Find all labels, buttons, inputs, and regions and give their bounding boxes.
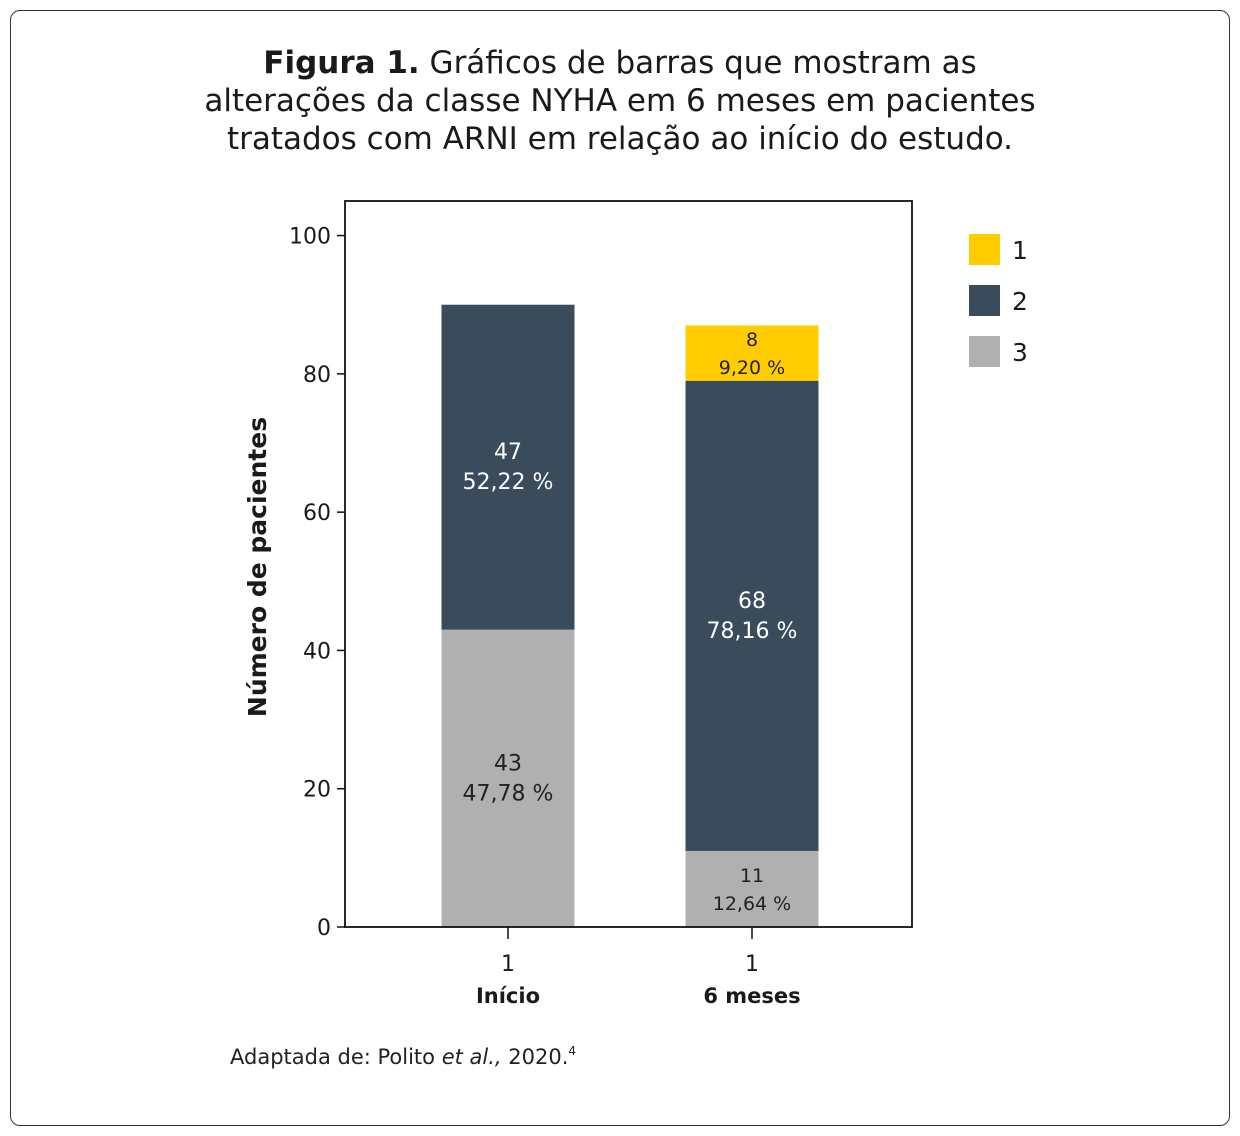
- x-tick-label: 1: [501, 952, 515, 977]
- y-tick-label: 40: [303, 639, 331, 664]
- title-line-2: alterações da classe NYHA em 6 meses em …: [204, 83, 1036, 119]
- source-prefix: Adaptada de: Polito: [230, 1045, 442, 1069]
- legend-label-class-3: 3: [1012, 338, 1028, 367]
- bar-2-class-2: [685, 380, 819, 851]
- figure-title: Figura 1. Gráficos de barras que mostram…: [0, 44, 1240, 158]
- legend-label-class-2: 2: [1012, 287, 1028, 316]
- figure-frame: [10, 10, 1230, 1126]
- source-reference: 4: [568, 1044, 577, 1058]
- bar-count-label: 68: [738, 589, 766, 614]
- y-axis-label: Número de pacientes: [243, 417, 272, 717]
- legend-label-class-1: 1: [1012, 236, 1028, 265]
- bar-count-label: 11: [740, 865, 764, 887]
- y-tick-label: 60: [303, 501, 331, 526]
- source-italic: et al.,: [441, 1045, 502, 1069]
- source-note: Adaptada de: Polito et al., 2020.4: [230, 1044, 576, 1069]
- legend-swatch-class-2: [969, 285, 1000, 316]
- x-category-label: Início: [476, 984, 540, 1008]
- bar-percent-label: 47,78 %: [463, 781, 554, 806]
- bar-percent-label: 12,64 %: [713, 893, 792, 915]
- y-tick-label: 80: [303, 363, 331, 388]
- y-tick-label: 0: [317, 916, 331, 941]
- title-line-1: Gráficos de barras que mostram as: [419, 45, 977, 81]
- y-tick-label: 100: [289, 225, 331, 250]
- bar-percent-label: 78,16 %: [707, 619, 798, 644]
- y-tick-label: 20: [303, 778, 331, 803]
- bar-count-label: 8: [746, 329, 758, 351]
- bar-percent-label: 9,20 %: [719, 357, 785, 379]
- bar-count-label: 43: [494, 751, 522, 776]
- title-line-3: tratados com ARNI em relação ao início d…: [226, 121, 1014, 157]
- bar-2-class-3: [685, 850, 819, 927]
- legend-swatch-class-3: [969, 336, 1000, 367]
- plot-frame: [344, 200, 913, 928]
- bar-2-class-1: [685, 325, 819, 381]
- x-category-label: 6 meses: [703, 984, 800, 1008]
- source-suffix: 2020.: [501, 1045, 569, 1069]
- bar-percent-label: 52,22 %: [463, 470, 554, 495]
- bar-1-class-3: [441, 629, 575, 927]
- bar-1-class-2: [441, 304, 575, 630]
- legend-swatch-class-1: [969, 234, 1000, 265]
- bar-count-label: 47: [494, 440, 522, 465]
- figure-number: Figura 1.: [263, 45, 420, 81]
- x-tick-label: 1: [745, 952, 759, 977]
